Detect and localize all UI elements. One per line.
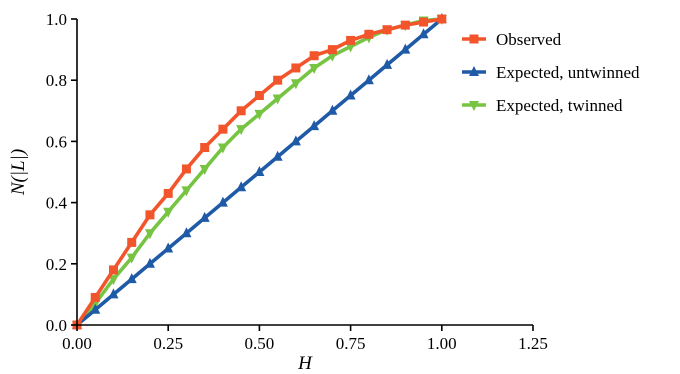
data-point <box>144 257 155 268</box>
x-tick-label: 0.25 <box>153 334 183 353</box>
x-axis-title: H <box>297 353 313 374</box>
x-tick-label: 1.25 <box>518 334 548 353</box>
y-tick-label: 0.4 <box>46 194 68 213</box>
y-ticks: 0.0 0.2 0.4 0.6 0.8 1.0 <box>46 10 77 335</box>
x-tick-label: 1.00 <box>427 334 457 353</box>
data-point <box>181 164 191 174</box>
x-tick-label: 0.00 <box>62 334 92 353</box>
data-point <box>144 229 155 240</box>
data-point <box>290 135 301 146</box>
y-tick-label: 1.0 <box>46 10 67 29</box>
data-point <box>181 227 192 238</box>
legend-label: Expected, twinned <box>496 96 623 115</box>
data-point <box>309 51 319 61</box>
y-tick-label: 0.2 <box>46 255 67 274</box>
data-point <box>345 42 356 53</box>
data-point <box>126 253 137 264</box>
legend-item: Observed <box>462 30 562 49</box>
x-tick-label: 0.50 <box>245 334 275 353</box>
data-point <box>327 104 338 115</box>
data-point <box>418 28 429 39</box>
data-point <box>400 20 410 30</box>
data-point <box>236 125 247 136</box>
data-point <box>199 211 210 222</box>
y-tick-label: 0.6 <box>46 132 67 151</box>
data-point <box>217 196 228 207</box>
data-point <box>382 58 393 69</box>
data-point <box>127 237 137 247</box>
data-point <box>364 29 374 39</box>
x-ticks: 0.00 0.25 0.50 0.75 1.00 1.25 <box>62 325 548 353</box>
data-point <box>90 292 100 302</box>
y-axis-title: N(|L|) <box>8 149 29 196</box>
data-point <box>236 106 246 116</box>
x-tick-label: 0.75 <box>336 334 366 353</box>
data-point <box>272 94 283 105</box>
data-point <box>163 207 174 218</box>
data-point <box>272 150 283 161</box>
data-point <box>309 63 320 74</box>
data-point <box>327 45 337 55</box>
y-tick-label: 0.0 <box>46 316 67 335</box>
legend-label: Expected, untwinned <box>496 63 640 82</box>
data-point <box>345 89 356 100</box>
data-point <box>181 186 192 197</box>
legend-swatch-marker <box>469 34 479 44</box>
data-point <box>217 143 228 154</box>
data-point <box>254 109 265 120</box>
data-point <box>437 14 447 24</box>
data-point <box>218 124 228 134</box>
data-point <box>346 35 356 45</box>
data-point <box>254 91 264 100</box>
data-point <box>108 275 119 286</box>
data-point <box>126 273 137 284</box>
data-point <box>108 265 118 275</box>
series-layer <box>72 13 447 331</box>
data-point <box>90 303 101 314</box>
y-tick-label: 0.8 <box>46 71 67 90</box>
data-point <box>236 181 247 192</box>
legend-item: Expected, untwinned <box>462 63 640 82</box>
legend-item: Expected, twinned <box>462 96 623 115</box>
data-point <box>273 75 283 85</box>
series-expected-untwinned <box>72 13 447 329</box>
data-point <box>145 210 155 220</box>
data-point <box>400 43 411 54</box>
data-point <box>163 242 174 253</box>
data-point <box>200 143 210 153</box>
axes <box>76 19 533 326</box>
legend-swatch-marker <box>469 101 479 111</box>
data-point <box>309 120 320 131</box>
data-point <box>291 63 301 73</box>
data-point <box>363 74 374 85</box>
legend-label: Observed <box>496 30 562 49</box>
data-point <box>163 188 173 198</box>
legend-swatch-marker <box>469 66 479 76</box>
data-point <box>199 164 210 175</box>
data-point <box>254 166 265 176</box>
data-point <box>419 17 429 27</box>
data-point <box>290 79 301 90</box>
data-point <box>382 25 392 35</box>
legend: Observed Expected, untwinned Expected, twi… <box>462 30 640 115</box>
data-point <box>108 288 119 299</box>
data-point <box>327 51 338 62</box>
